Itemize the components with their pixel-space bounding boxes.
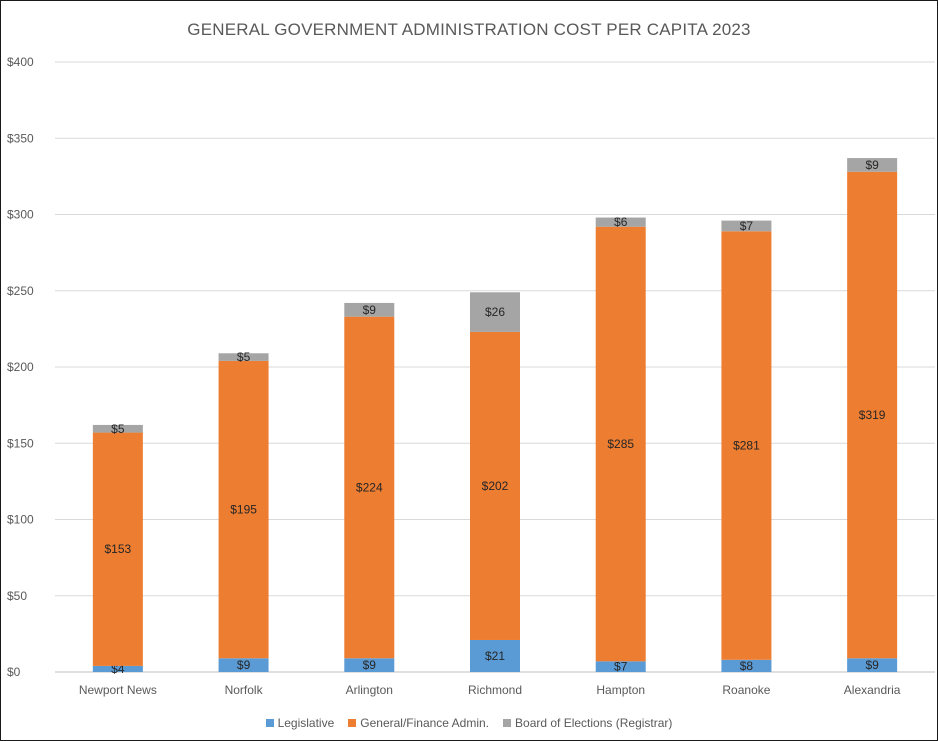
- legend-swatch: [503, 719, 512, 727]
- bar-segment: [595, 226, 646, 662]
- data-label: $26: [485, 305, 505, 319]
- bar-segment: [595, 661, 646, 672]
- x-tick-label: Hampton: [596, 683, 645, 697]
- data-label: $9: [363, 658, 377, 672]
- data-label: $7: [614, 660, 628, 674]
- legend-swatch: [265, 719, 274, 727]
- data-label: $5: [111, 422, 125, 436]
- bar-segment: [344, 316, 395, 659]
- legend-item: Legislative: [265, 716, 335, 730]
- bar-segment: [470, 292, 520, 332]
- bar-segment: [847, 171, 898, 659]
- bar-segment: [847, 158, 898, 172]
- data-label: $224: [356, 480, 383, 494]
- x-tick-label: Roanoke: [722, 683, 770, 697]
- data-label: $8: [740, 659, 754, 673]
- bar-segment: [721, 231, 772, 660]
- data-label: $21: [485, 649, 505, 663]
- bar-segment: [92, 432, 143, 666]
- x-tick-label: Alexandria: [844, 683, 901, 697]
- bar-segment: [721, 659, 772, 672]
- bar-segment: [470, 639, 520, 672]
- bar-segment: [847, 658, 898, 672]
- data-label: $9: [363, 303, 377, 317]
- data-label: $9: [237, 658, 251, 672]
- bar-segment: [218, 353, 269, 361]
- x-tick-label: Richmond: [468, 683, 522, 697]
- bar-segment: [344, 658, 395, 672]
- data-label: $195: [230, 503, 257, 517]
- x-tick-label: Norfolk: [225, 683, 264, 697]
- chart-title: GENERAL GOVERNMENT ADMINISTRATION COST P…: [187, 20, 751, 39]
- bar-segment: [470, 331, 520, 640]
- bar-segment: [92, 424, 143, 433]
- y-tick-label: $100: [7, 513, 34, 527]
- chart-legend: Legislative General/Finance Admin. Board o…: [0, 716, 938, 730]
- y-tick-label: $350: [7, 131, 34, 145]
- legend-swatch: [348, 719, 357, 727]
- data-label: $9: [865, 658, 879, 672]
- bar-segment: [218, 658, 269, 672]
- bar-segment: [344, 302, 395, 317]
- data-label: $319: [859, 408, 886, 422]
- data-label: $281: [733, 439, 760, 453]
- data-label: $153: [105, 542, 132, 556]
- data-label: $5: [237, 350, 251, 364]
- legend-label: Board of Elections (Registrar): [515, 716, 673, 730]
- data-label: $202: [482, 479, 509, 493]
- legend-item: Board of Elections (Registrar): [503, 716, 672, 730]
- bar-segment: [218, 360, 269, 659]
- bar-segment: [595, 217, 646, 227]
- bar-segment: [92, 665, 143, 672]
- bar-segment: [721, 220, 772, 232]
- x-tick-label: Newport News: [79, 683, 157, 697]
- y-tick-label: $300: [7, 208, 34, 222]
- y-tick-label: $0: [7, 665, 21, 679]
- legend-label: General/Finance Admin.: [360, 716, 490, 730]
- y-tick-label: $250: [7, 284, 34, 298]
- legend-item: General/Finance Admin.: [348, 716, 489, 730]
- data-label: $7: [740, 219, 754, 233]
- y-tick-label: $150: [7, 436, 34, 450]
- data-label: $285: [607, 437, 634, 451]
- y-tick-label: $400: [7, 55, 34, 69]
- y-tick-label: $50: [7, 589, 27, 603]
- x-tick-label: Arlington: [346, 683, 393, 697]
- data-label: $6: [614, 215, 628, 229]
- data-label: $9: [865, 158, 879, 172]
- legend-label: Legislative: [277, 716, 335, 730]
- y-tick-label: $200: [7, 360, 34, 374]
